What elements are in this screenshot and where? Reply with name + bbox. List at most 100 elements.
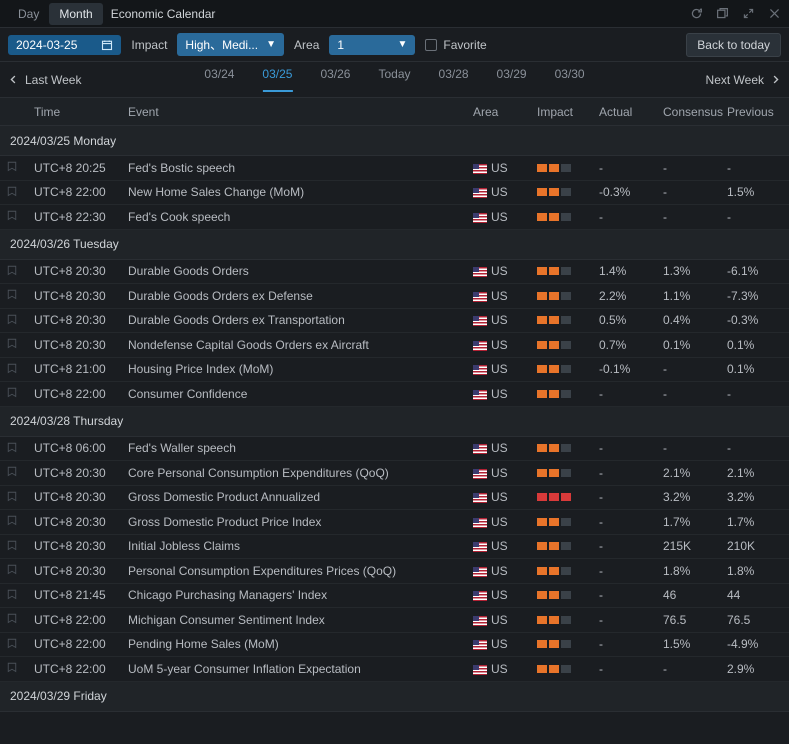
event-row[interactable]: UTC+8 20:30Gross Domestic Product Price …	[0, 510, 789, 535]
event-row[interactable]: UTC+8 06:00Fed's Waller speechUS---	[0, 437, 789, 462]
event-row[interactable]: UTC+8 20:30Gross Domestic Product Annual…	[0, 486, 789, 511]
event-name: Housing Price Index (MoM)	[122, 362, 467, 376]
impact-bar	[561, 390, 571, 398]
bookmark-icon[interactable]	[0, 637, 28, 652]
bookmark-icon[interactable]	[0, 288, 28, 303]
back-to-today-button[interactable]: Back to today	[686, 33, 781, 57]
impact-dropdown[interactable]: High、Medi... ▼	[177, 33, 284, 56]
bookmark-icon[interactable]	[0, 465, 28, 480]
bookmark-icon[interactable]	[0, 612, 28, 627]
event-consensus: -	[657, 362, 721, 376]
event-row[interactable]: UTC+8 22:00Michigan Consumer Sentiment I…	[0, 608, 789, 633]
area-dropdown[interactable]: 1 ▼	[329, 35, 415, 55]
event-previous: 76.5	[721, 613, 789, 627]
impact-bar	[549, 616, 559, 624]
bookmark-icon[interactable]	[0, 490, 28, 505]
event-name: Gross Domestic Product Price Index	[122, 515, 467, 529]
next-week-link[interactable]: Next Week	[706, 73, 781, 87]
event-row[interactable]: UTC+8 21:00Housing Price Index (MoM)US-0…	[0, 358, 789, 383]
flag-icon	[473, 390, 487, 400]
event-previous: -	[721, 210, 789, 224]
bookmark-icon[interactable]	[0, 441, 28, 456]
bookmark-icon[interactable]	[0, 264, 28, 279]
impact-bar	[561, 164, 571, 172]
event-row[interactable]: UTC+8 20:30Durable Goods Orders ex Trans…	[0, 309, 789, 334]
event-row[interactable]: UTC+8 20:30Personal Consumption Expendit…	[0, 559, 789, 584]
event-row[interactable]: UTC+8 22:30Fed's Cook speechUS---	[0, 205, 789, 230]
chevron-left-icon	[8, 74, 19, 85]
filter-bar: 2024-03-25 Impact High、Medi... ▼ Area 1 …	[0, 28, 789, 62]
bookmark-icon[interactable]	[0, 514, 28, 529]
close-icon[interactable]	[767, 7, 781, 21]
bookmark-icon[interactable]	[0, 661, 28, 676]
day-header: 2024/03/25 Monday	[0, 126, 789, 156]
popout-icon[interactable]	[715, 7, 729, 21]
impact-bar	[537, 390, 547, 398]
date-picker[interactable]: 2024-03-25	[8, 35, 121, 55]
event-row[interactable]: UTC+8 22:00UoM 5-year Consumer Inflation…	[0, 657, 789, 682]
flag-icon	[473, 267, 487, 277]
chevron-down-icon: ▼	[266, 39, 276, 50]
bookmark-icon[interactable]	[0, 160, 28, 175]
event-row[interactable]: UTC+8 22:00Pending Home Sales (MoM)US-1.…	[0, 633, 789, 658]
event-impact	[531, 469, 593, 477]
expand-icon[interactable]	[741, 7, 755, 21]
event-time: UTC+8 20:30	[28, 515, 122, 529]
event-row[interactable]: UTC+8 20:30Initial Jobless ClaimsUS-215K…	[0, 535, 789, 560]
bookmark-icon[interactable]	[0, 563, 28, 578]
col-consensus: Consensus	[657, 105, 721, 119]
event-time: UTC+8 22:00	[28, 613, 122, 627]
event-name: Nondefense Capital Goods Orders ex Aircr…	[122, 338, 467, 352]
event-row[interactable]: UTC+8 20:30Durable Goods OrdersUS1.4%1.3…	[0, 260, 789, 285]
event-impact	[531, 567, 593, 575]
last-week-link[interactable]: Last Week	[8, 73, 81, 87]
event-actual: -	[593, 588, 657, 602]
event-actual: -	[593, 539, 657, 553]
event-impact	[531, 518, 593, 526]
date-tab[interactable]: 03/24	[204, 67, 234, 92]
bookmark-icon[interactable]	[0, 313, 28, 328]
bookmark-icon[interactable]	[0, 539, 28, 554]
event-consensus: 215K	[657, 539, 721, 553]
event-actual: -	[593, 387, 657, 401]
event-row[interactable]: UTC+8 20:30Nondefense Capital Goods Orde…	[0, 333, 789, 358]
event-row[interactable]: UTC+8 22:00New Home Sales Change (MoM)US…	[0, 181, 789, 206]
event-actual: -	[593, 210, 657, 224]
event-consensus: 3.2%	[657, 490, 721, 504]
bookmark-icon[interactable]	[0, 185, 28, 200]
event-row[interactable]: UTC+8 20:25Fed's Bostic speechUS---	[0, 156, 789, 181]
date-tab[interactable]: 03/30	[555, 67, 585, 92]
bookmark-icon[interactable]	[0, 209, 28, 224]
event-consensus: 1.5%	[657, 637, 721, 651]
event-area: US	[467, 613, 531, 627]
date-tab[interactable]: 03/25	[262, 67, 292, 92]
table-body: 2024/03/25 MondayUTC+8 20:25Fed's Bostic…	[0, 126, 789, 712]
date-tab[interactable]: Today	[378, 67, 410, 92]
refresh-icon[interactable]	[689, 7, 703, 21]
bookmark-icon[interactable]	[0, 337, 28, 352]
impact-bar	[549, 390, 559, 398]
event-row[interactable]: UTC+8 20:30Durable Goods Orders ex Defen…	[0, 284, 789, 309]
impact-bar	[549, 213, 559, 221]
favorite-checkbox[interactable]: Favorite	[425, 38, 486, 52]
event-consensus: 1.8%	[657, 564, 721, 578]
event-impact	[531, 493, 593, 501]
event-consensus: 0.4%	[657, 313, 721, 327]
bookmark-icon[interactable]	[0, 362, 28, 377]
impact-bar	[549, 365, 559, 373]
bookmark-icon[interactable]	[0, 386, 28, 401]
event-previous: -0.3%	[721, 313, 789, 327]
event-row[interactable]: UTC+8 20:30Core Personal Consumption Exp…	[0, 461, 789, 486]
tab-day[interactable]: Day	[8, 3, 49, 25]
bookmark-icon[interactable]	[0, 588, 28, 603]
date-tab[interactable]: 03/26	[320, 67, 350, 92]
event-impact	[531, 292, 593, 300]
tab-month[interactable]: Month	[49, 3, 102, 25]
date-tab[interactable]: 03/28	[439, 67, 469, 92]
event-row[interactable]: UTC+8 22:00Consumer ConfidenceUS---	[0, 382, 789, 407]
event-impact	[531, 390, 593, 398]
event-row[interactable]: UTC+8 21:45Chicago Purchasing Managers' …	[0, 584, 789, 609]
event-area: US	[467, 161, 531, 175]
date-tab[interactable]: 03/29	[497, 67, 527, 92]
event-impact	[531, 616, 593, 624]
